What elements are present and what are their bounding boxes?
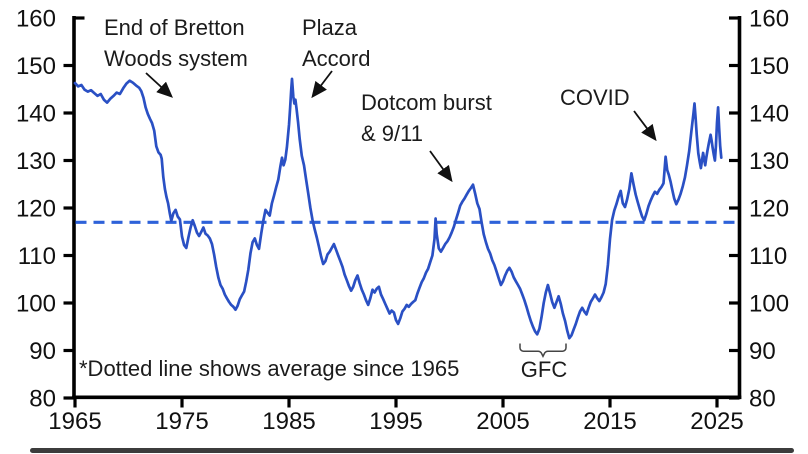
y-axis-label: 140 <box>16 101 56 128</box>
y-axis-ticks-right <box>729 16 740 400</box>
dotcom-annotation: Dotcom burst & 9/11 <box>361 90 492 146</box>
x-axis-label: 2025 <box>690 408 743 435</box>
y-axis-label: 160 <box>749 6 789 33</box>
bretton-woods-arrow <box>145 72 173 98</box>
x-axis-label: 2005 <box>476 408 529 435</box>
y-axis-label: 120 <box>16 196 56 223</box>
y-axis-label: 80 <box>749 386 776 413</box>
x-axis-label: 1965 <box>48 408 101 435</box>
gfc-label: GFC <box>520 357 568 382</box>
dotcom-arrow <box>429 150 453 183</box>
dollar-index-line <box>73 77 723 340</box>
y-axis-label: 160 <box>16 6 56 33</box>
y-axis-label: 140 <box>749 101 789 128</box>
y-axis-labels-right: 80 90 100 110 120 130 140 150 160 <box>749 6 789 413</box>
y-axis-label: 110 <box>749 243 787 270</box>
y-axis-label: 130 <box>749 148 789 175</box>
bretton-woods-annotation: End of Bretton Woods system <box>104 15 248 71</box>
x-axis-label: 1995 <box>369 408 422 435</box>
y-axis-label: 90 <box>749 338 776 365</box>
x-axis-label: 2015 <box>583 408 636 435</box>
y-axis-ticks-left <box>63 16 85 400</box>
y-axis-label: 110 <box>18 243 56 270</box>
y-axis-label: 80 <box>29 386 56 413</box>
y-axis-label: 100 <box>749 291 789 318</box>
y-axis-label: 150 <box>16 53 56 80</box>
y-axis-label: 90 <box>29 338 56 365</box>
x-axis-label: 1985 <box>262 408 315 435</box>
x-axis-label: 1975 <box>155 408 208 435</box>
plaza-accord-annotation: Plaza Accord <box>302 15 371 71</box>
y-axis-label: 100 <box>16 291 56 318</box>
y-axis-label: 120 <box>749 196 789 223</box>
y-axis-label: 150 <box>749 53 789 80</box>
plaza-accord-arrow <box>311 70 333 99</box>
y-axis-label: 130 <box>16 148 56 175</box>
x-axis-labels: 1965 1975 1985 1995 2005 2015 2025 <box>48 408 743 435</box>
covid-annotation: COVID <box>560 85 630 110</box>
y-axis-labels-left: 80 90 100 110 120 130 140 150 160 <box>16 6 56 413</box>
gfc-brace <box>519 343 567 358</box>
covid-arrow <box>633 110 657 142</box>
chart-footnote: *Dotted line shows average since 1965 <box>79 356 460 381</box>
footer-divider-bar <box>30 448 794 453</box>
x-axis-ticks <box>73 396 719 408</box>
